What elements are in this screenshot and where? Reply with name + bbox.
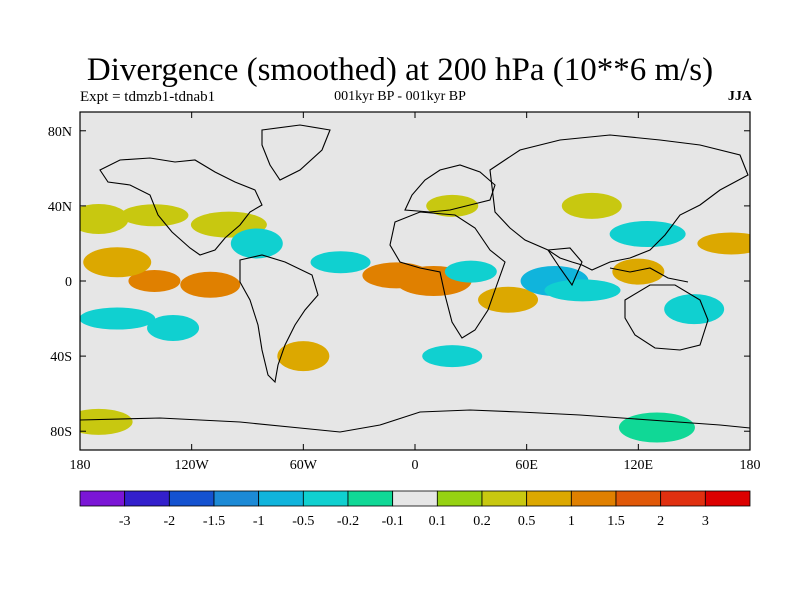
coastline-india — [547, 247, 583, 287]
y-tick-label: 80S — [50, 425, 72, 440]
divergence-region — [277, 341, 330, 372]
chart-title: Divergence (smoothed) at 200 hPa (10**6 … — [86, 52, 714, 88]
coastlines — [80, 124, 750, 433]
period-label: 001kyr BP - 001kyr BP — [334, 89, 466, 104]
x-tick-label: 0 — [412, 458, 419, 473]
coastline-asia — [489, 134, 749, 271]
y-tick-label: 0 — [65, 275, 72, 290]
y-tick-label: 80N — [48, 125, 72, 140]
coastline-africa — [389, 211, 506, 339]
divergence-region — [664, 294, 725, 325]
divergence-region — [80, 408, 133, 435]
divergence-region — [609, 221, 686, 248]
colorbar-label: -2 — [163, 514, 175, 529]
divergence-region — [120, 204, 189, 227]
divergence-field — [80, 192, 750, 443]
colorbar-swatch — [392, 490, 438, 507]
colorbar-label: 0.1 — [429, 514, 447, 529]
x-tick-label: 60E — [515, 458, 538, 473]
divergence-region — [80, 204, 129, 235]
divergence-region — [310, 251, 371, 274]
colorbar-label: -0.1 — [382, 514, 404, 529]
x-tick-label: 180 — [740, 458, 761, 473]
divergence-region — [230, 228, 283, 259]
coastline-indonesia — [609, 267, 689, 283]
divergence-region — [618, 412, 695, 443]
x-tick-label: 180 — [70, 458, 91, 473]
coastline-north-america — [99, 157, 263, 256]
map-axes: 180 120W 60W 0 60E 120E 180 80N 40N 0 40S 80S — [48, 112, 761, 473]
colorbar-label: -3 — [119, 514, 131, 529]
x-tick-label: 60W — [290, 458, 318, 473]
coastline-south-america — [239, 254, 319, 384]
divergence-region — [478, 286, 539, 313]
colorbar-swatch — [570, 490, 617, 507]
y-tick-label: 40N — [48, 200, 72, 215]
colorbar-label: -1.5 — [203, 514, 225, 529]
colorbar-label: 3 — [702, 514, 709, 529]
divergence-region — [697, 232, 750, 255]
colorbar-swatch — [213, 490, 260, 507]
colorbar-swatch — [704, 490, 751, 507]
colorbar-swatch — [660, 490, 706, 507]
coastline-greenland — [261, 124, 331, 181]
colorbar-label: 0.5 — [518, 514, 536, 529]
colorbar-swatch — [79, 490, 126, 507]
divergence-region — [544, 279, 621, 302]
colorbar-swatch — [258, 490, 304, 507]
colorbar-label: 0.2 — [473, 514, 491, 529]
divergence-region — [80, 307, 156, 330]
divergence-region — [147, 314, 200, 341]
colorbar-swatch — [526, 490, 572, 507]
divergence-region — [444, 260, 497, 283]
colorbar-label: 1.5 — [607, 514, 625, 529]
divergence-region — [180, 271, 241, 298]
divergence-region — [83, 247, 152, 278]
colorbar-swatch — [302, 490, 349, 507]
experiment-label: Expt = tdmzb1-tdnab1 — [80, 89, 216, 105]
colorbar-swatch — [168, 490, 215, 507]
colorbar-label: -1 — [253, 514, 265, 529]
divergence-region — [422, 345, 483, 368]
season-label: JJA — [727, 89, 752, 104]
colorbar-swatch — [347, 490, 394, 507]
y-tick-label: 40S — [50, 350, 72, 365]
colorbar-label: -0.2 — [337, 514, 359, 529]
colorbar-label: 1 — [568, 514, 575, 529]
colorbar-swatch — [615, 490, 662, 507]
divergence-region — [128, 270, 181, 292]
colorbar-swatch — [436, 490, 483, 507]
coastline-antarctica — [80, 409, 750, 433]
colorbar-label: -0.5 — [292, 514, 314, 529]
colorbar-swatch — [481, 490, 528, 507]
colorbar-swatch — [124, 490, 170, 507]
coastline-australia — [624, 284, 709, 351]
x-tick-label: 120W — [175, 458, 210, 473]
coastline-europe — [404, 164, 496, 213]
colorbar: -3 -2 -1.5 -1 -0.5 -0.2 -0.1 0.1 0.2 0.5 1 1.5 2 3 — [79, 490, 751, 529]
x-tick-label: 120E — [624, 458, 654, 473]
divergence-region — [612, 258, 665, 285]
colorbar-label: 2 — [657, 514, 664, 529]
divergence-region — [561, 192, 622, 219]
